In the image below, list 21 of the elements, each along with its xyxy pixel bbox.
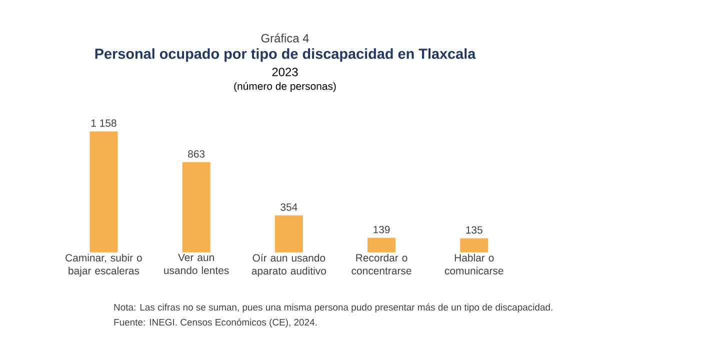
x-tick-label: Hablar o comunicarse — [444, 254, 504, 274]
y-axis-title: (número de personas) — [234, 82, 336, 92]
text: Nota: Las cifras no se suman, pues una misma persona pudo presentar más de un tipo de discapacidad. — [114, 304, 552, 312]
x-tick-label: Recordar o concentrarse — [352, 254, 412, 274]
bar — [368, 238, 396, 252]
bar — [274, 215, 303, 252]
bar — [182, 162, 210, 252]
data-label: 139 — [374, 226, 390, 234]
data-label: 135 — [466, 226, 482, 234]
bar — [460, 238, 488, 252]
chart-title: Personal ocupado por tipo de discapacidad en Tlaxcala — [95, 48, 476, 62]
data-label: 354 — [280, 203, 298, 211]
data-label: 863 — [188, 150, 205, 158]
chart-subtitle: 2023 — [272, 68, 298, 76]
source-note: Fuente: INEGI. Censos Económicos (CE), 2024. — [114, 318, 317, 328]
x-tick-label: Ver aun usando lentes — [164, 254, 229, 274]
bar — [90, 131, 118, 252]
x-tick-label: Caminar, subir o bajar escaleras — [66, 254, 142, 277]
x-tick-label: Oír aun usando aparato auditivo — [252, 254, 326, 277]
text: Gráfica 4 — [261, 34, 309, 42]
data-label: 1 158 — [91, 119, 116, 127]
